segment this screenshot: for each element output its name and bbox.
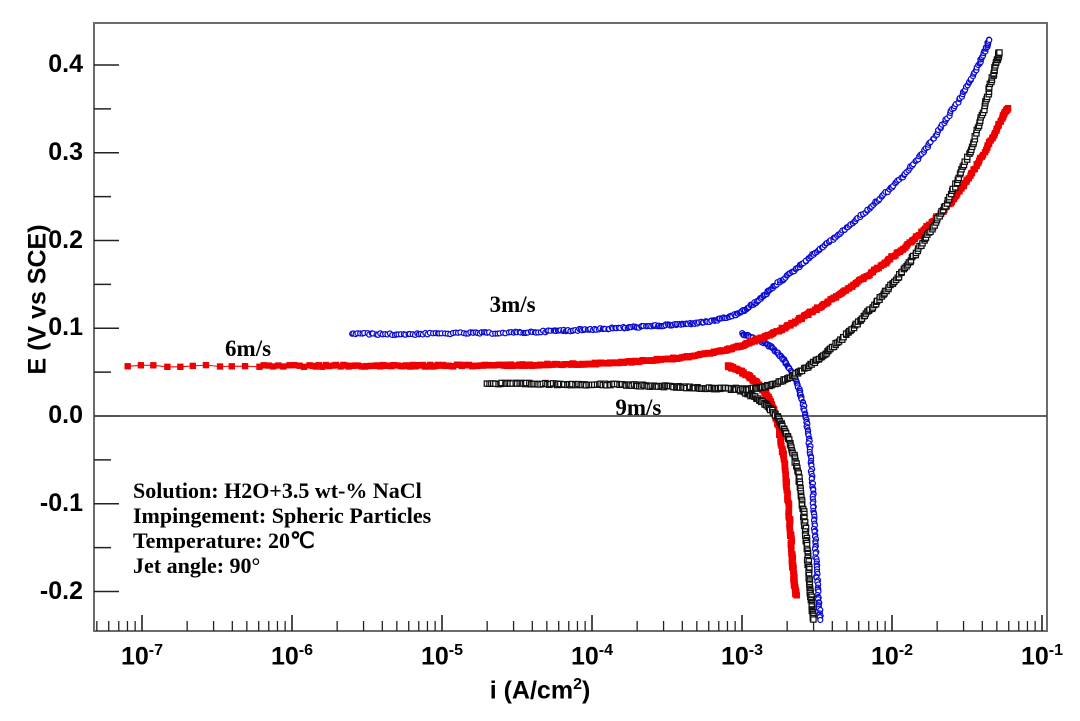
- condition-jet-angle: Jet angle: 90°: [133, 553, 261, 578]
- x-tick-1e-3: 10-3: [720, 642, 764, 671]
- series-label-3ms: 3m/s: [489, 291, 536, 317]
- x-tick-1e-7: 10-7: [120, 642, 164, 671]
- plot-area-frame: [93, 22, 1048, 632]
- y-axis-title: E (V vs SCE): [23, 224, 52, 375]
- y-tick-neg0p2: -0.2: [39, 576, 83, 605]
- x-tick-1e-4: 10-4: [570, 642, 614, 671]
- y-tick-0p3: 0.3: [48, 137, 83, 166]
- x-axis-title: i (A/cm2): [0, 676, 1080, 705]
- x-tick-1e-1: 10-1: [1020, 642, 1064, 671]
- x-axis-title-exponent: 2: [573, 676, 582, 693]
- series-branch-9m/s: [483, 49, 1003, 394]
- series-label-9ms: 9m/s: [615, 395, 662, 421]
- axis-ticks: [94, 64, 1043, 631]
- condition-temperature: Temperature: 20℃: [133, 528, 315, 553]
- condition-impingement: Impingement: Spheric Particles: [133, 503, 432, 528]
- series-branch-3m/s: [349, 36, 993, 339]
- series-label-6ms: 6m/s: [225, 335, 272, 361]
- x-tick-1e-6: 10-6: [270, 642, 314, 671]
- x-tick-1e-5: 10-5: [420, 642, 464, 671]
- x-tick-1e-2: 10-2: [870, 642, 914, 671]
- y-tick-0p0: 0.0: [48, 401, 83, 429]
- experiment-conditions-annotation: Solution: H2O+3.5 wt-% NaCl Impingement:…: [133, 478, 431, 578]
- y-tick-0p2: 0.2: [48, 225, 83, 254]
- x-axis-title-tail: ): [581, 676, 591, 705]
- y-tick-neg0p1: -0.1: [39, 488, 83, 517]
- y-tick-0p4: 0.4: [48, 50, 83, 78]
- x-axis-title-base: i (A/cm: [489, 676, 574, 705]
- y-tick-0p1: 0.1: [48, 313, 83, 342]
- series-layer: [124, 36, 1012, 624]
- condition-solution: Solution: H2O+3.5 wt-% NaCl: [133, 478, 422, 503]
